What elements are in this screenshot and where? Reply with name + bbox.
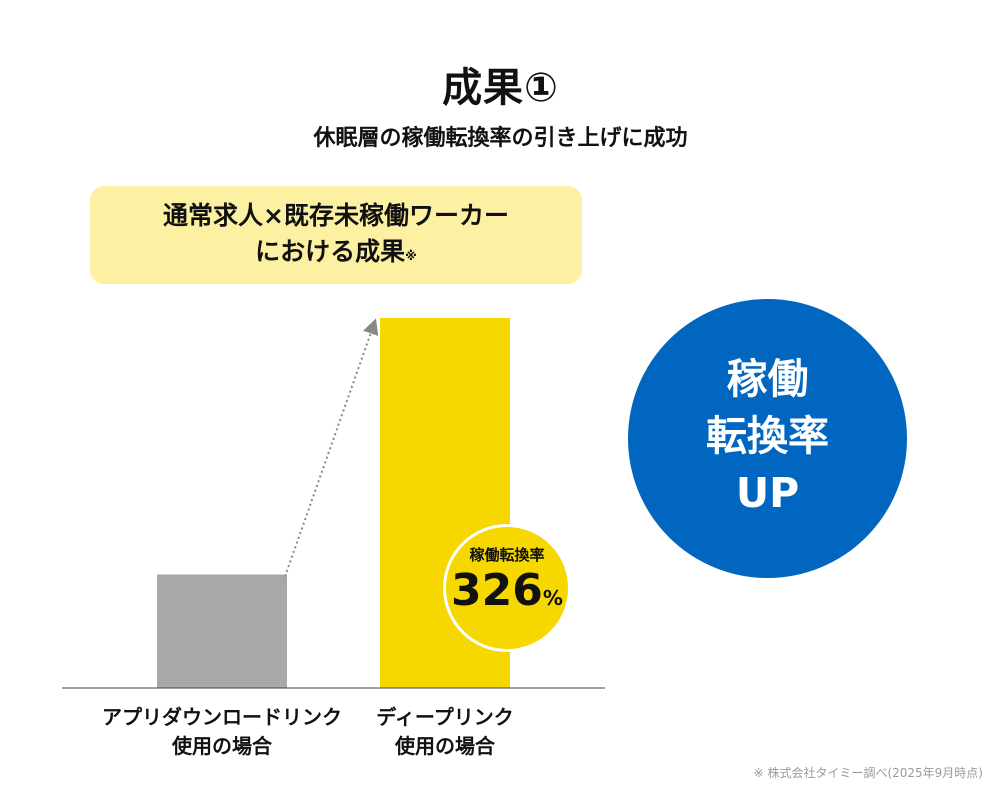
category-label-app-download-line2: 使用の場合 — [172, 734, 272, 758]
conversion-rate-badge: 稼働転換率 326% — [443, 524, 571, 652]
category-label-deeplink: ディープリンク 使用の場合 — [325, 703, 565, 761]
page-title: 成果① — [442, 65, 559, 111]
conversion-up-circle: 稼働 転換率 UP — [628, 299, 907, 578]
source-footnote: ※ 株式会社タイミー調べ(2025年9月時点) — [753, 766, 983, 780]
condition-label-line2: における成果※ — [90, 234, 582, 274]
category-label-deeplink-line1: ディープリンク — [376, 705, 514, 729]
growth-arrow — [284, 318, 379, 577]
conversion-up-line3: UP — [735, 469, 800, 517]
conversion-up-line1: 稼働 — [726, 355, 809, 403]
condition-label-box: 通常求人×既存未稼働ワーカー における成果※ — [90, 186, 582, 284]
bar-0 — [157, 574, 287, 688]
page-subtitle: 休眠層の稼働転換率の引き上げに成功 — [313, 126, 688, 151]
conversion-up-line2: 転換率 — [706, 412, 829, 460]
condition-label-text: における成果 — [255, 237, 406, 266]
conversion-rate-value: 326 — [451, 565, 543, 616]
category-label-deeplink-line2: 使用の場合 — [395, 734, 495, 758]
conversion-rate-label: 稼働転換率 — [469, 546, 545, 564]
category-label-app-download-line1: アプリダウンロードリンク — [102, 705, 342, 729]
conversion-rate-unit: % — [542, 586, 563, 610]
note-mark: ※ — [405, 249, 417, 263]
category-label-app-download: アプリダウンロードリンク 使用の場合 — [72, 703, 372, 761]
condition-label-line1: 通常求人×既存未稼働ワーカー — [163, 201, 509, 230]
conversion-rate-value-wrap: 326% — [446, 567, 568, 622]
